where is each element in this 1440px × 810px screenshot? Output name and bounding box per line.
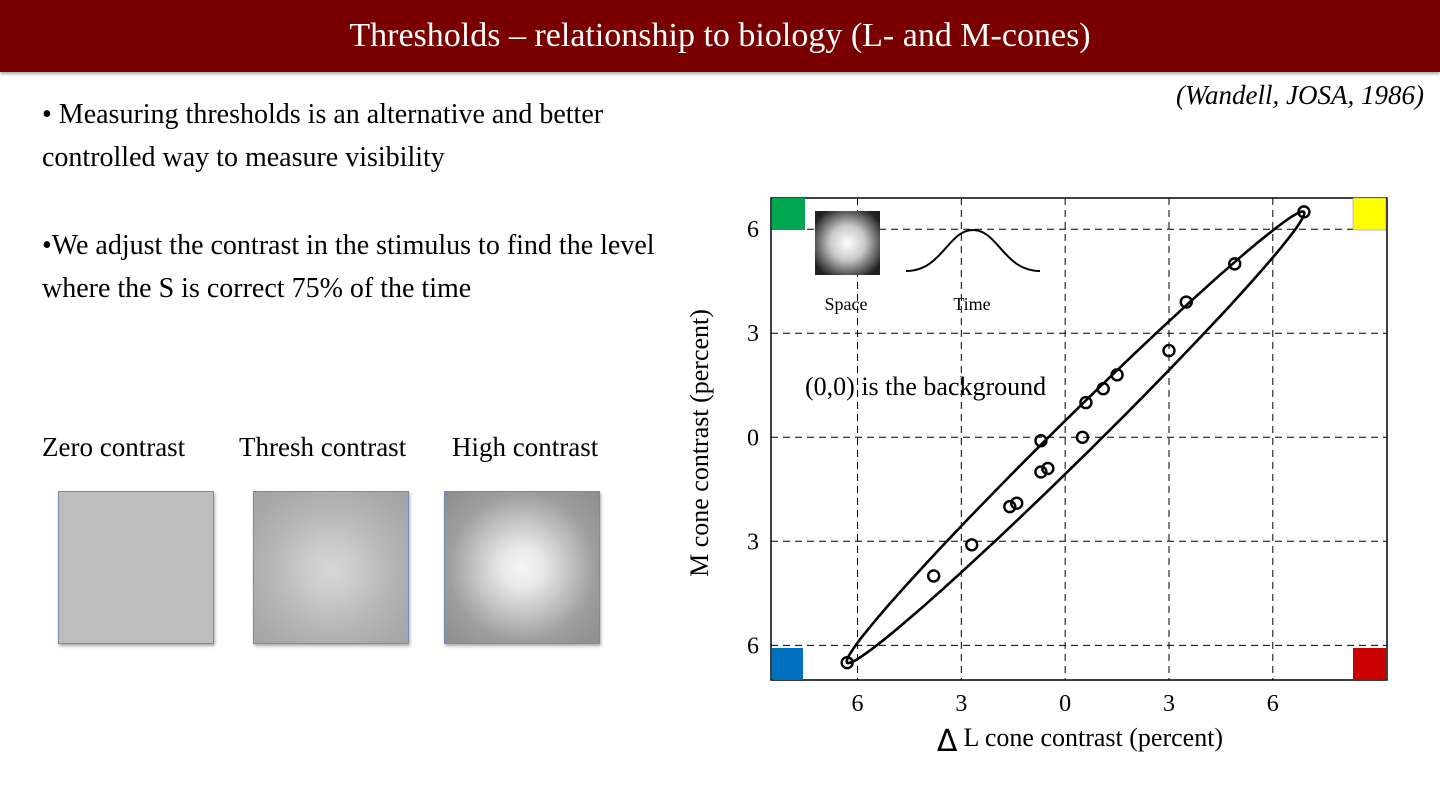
title-bar [0, 0, 1440, 72]
time-gaussian-icon [905, 228, 1041, 272]
data-point [1179, 295, 1193, 309]
data-point [1010, 496, 1024, 510]
high-contrast-label: High contrast [452, 432, 599, 462]
x-tick-label: 6 [1267, 691, 1279, 717]
background-annotation: (0,0) is the background [805, 372, 1046, 401]
data-point [1034, 434, 1048, 448]
y-tick-label: 3 [747, 321, 759, 347]
corner-blue-swatch [772, 648, 803, 680]
data-point [840, 655, 854, 670]
y-axis-label: M cone contrast (percent) [685, 309, 714, 577]
data-point [1162, 343, 1176, 358]
data-point [965, 538, 979, 552]
data-point [1096, 382, 1110, 396]
plot-frame [770, 197, 1388, 681]
bullet-adjust-contrast: •We adjust the contrast in the stimulus … [42, 230, 655, 304]
data-point [1075, 430, 1090, 444]
corner-green-swatch [772, 198, 805, 230]
x-tick-label: 3 [955, 691, 967, 717]
zero-contrast-swatch [58, 491, 214, 644]
data-point [1034, 465, 1048, 479]
x-tick-label: 6 [852, 691, 864, 717]
y-tick-label: 6 [747, 217, 759, 243]
corner-yellow-swatch [1352, 197, 1387, 231]
data-point [1041, 461, 1055, 476]
threshold-ellipse [845, 210, 1306, 665]
x-axis-label-text: L cone contrast (percent) [963, 723, 1223, 752]
data-points [840, 205, 1311, 670]
y-tick-label: 3 [747, 529, 759, 555]
y-tick-labels: 6 3 0 3 6 [747, 217, 759, 659]
citation: (Wandell, JOSA, 1986) [1176, 80, 1424, 110]
y-tick-label: 0 [747, 425, 759, 451]
data-point [1297, 205, 1311, 219]
data-point [1110, 368, 1124, 382]
data-point [1228, 257, 1242, 271]
y-tick-label: 6 [747, 633, 759, 659]
x-axis-delta-symbol: Δ [937, 724, 958, 759]
inset-time-label: Time [953, 294, 990, 314]
x-tick-label: 3 [1163, 691, 1175, 717]
x-tick-labels: 6 3 0 3 6 [852, 691, 1279, 717]
data-point [1003, 499, 1017, 514]
data-point [926, 569, 941, 583]
x-tick-label: 0 [1059, 691, 1071, 717]
high-contrast-swatch [444, 491, 600, 644]
thresh-contrast-swatch [253, 491, 409, 644]
inset-space-label: Space [825, 294, 868, 314]
thresh-contrast-label: Thresh contrast [239, 432, 407, 462]
slide-title: Thresholds – relationship to biology (L-… [349, 17, 1091, 54]
space-stimulus-icon [815, 211, 880, 275]
data-point [1079, 395, 1093, 410]
zero-contrast-label: Zero contrast [42, 432, 186, 462]
threshold-ellipse-group [845, 210, 1306, 665]
bullet-measuring-thresholds: • Measuring thresholds is an alternative… [42, 99, 604, 173]
corner-red-swatch [1353, 648, 1386, 680]
x-gridlines [857, 198, 1274, 680]
